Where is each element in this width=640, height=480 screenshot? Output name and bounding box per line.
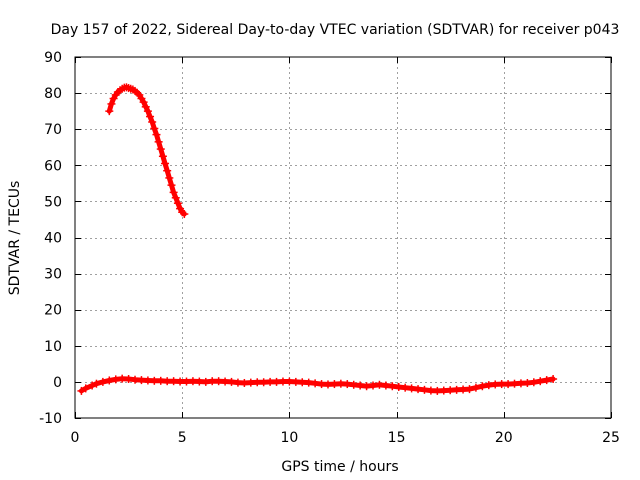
data-point bbox=[107, 99, 116, 108]
chart-title: Day 157 of 2022, Sidereal Day-to-day VTE… bbox=[51, 22, 620, 38]
data-point bbox=[150, 124, 159, 133]
plot-frame bbox=[74, 56, 612, 419]
data-point bbox=[98, 377, 107, 386]
x-axis-label: GPS time / hours bbox=[281, 459, 398, 475]
x-tick-label: 10 bbox=[280, 430, 298, 446]
data-point bbox=[549, 375, 558, 384]
y-tick-label: 40 bbox=[44, 231, 62, 247]
x-tick-label: 25 bbox=[602, 430, 620, 446]
data-point bbox=[105, 376, 114, 385]
data-point bbox=[148, 117, 157, 126]
data-point bbox=[180, 210, 189, 219]
data-point bbox=[529, 378, 538, 387]
data-point bbox=[105, 107, 114, 116]
y-tick-label: 20 bbox=[44, 303, 62, 319]
data-point bbox=[154, 137, 163, 146]
y-tick-label: 50 bbox=[44, 194, 62, 210]
data-point bbox=[163, 166, 172, 175]
data-point bbox=[77, 386, 86, 395]
data-point bbox=[92, 379, 101, 388]
data-point bbox=[167, 181, 176, 190]
y-tick-label: 30 bbox=[44, 267, 62, 283]
data-points bbox=[77, 83, 558, 395]
y-tick-label: 80 bbox=[44, 86, 62, 102]
y-tick-label: -10 bbox=[39, 411, 62, 427]
x-tick-label: 5 bbox=[178, 430, 187, 446]
y-tick-label: 90 bbox=[44, 50, 62, 66]
data-point bbox=[536, 377, 545, 386]
data-point bbox=[478, 382, 487, 391]
x-tick-label: 15 bbox=[388, 430, 406, 446]
data-point bbox=[143, 107, 152, 116]
data-point bbox=[152, 130, 161, 139]
data-point bbox=[141, 102, 150, 111]
y-tick-label: 10 bbox=[44, 339, 62, 355]
axis-ticks: 0 5 10 15 20 25 -10 0 10 20 30 40 50 60 70 80 90 bbox=[39, 50, 620, 446]
y-tick-label: 60 bbox=[44, 158, 62, 174]
y-tick-label: 70 bbox=[44, 122, 62, 138]
y-tick-label: 0 bbox=[53, 375, 62, 391]
data-point bbox=[165, 173, 174, 182]
data-point bbox=[158, 152, 167, 161]
data-point bbox=[81, 384, 90, 393]
data-point bbox=[471, 383, 480, 392]
data-point bbox=[542, 376, 551, 385]
x-tick-label: 20 bbox=[495, 430, 513, 446]
data-point bbox=[156, 145, 165, 154]
data-point bbox=[173, 199, 182, 208]
data-point bbox=[146, 112, 155, 121]
data-point bbox=[465, 385, 474, 394]
data-point bbox=[171, 193, 180, 202]
data-point bbox=[88, 381, 97, 390]
data-point bbox=[139, 98, 148, 107]
x-tick-label: 0 bbox=[71, 430, 80, 446]
data-point bbox=[169, 188, 178, 197]
data-point bbox=[161, 159, 170, 168]
y-axis-label: SDTVAR / TECUs bbox=[7, 181, 23, 296]
